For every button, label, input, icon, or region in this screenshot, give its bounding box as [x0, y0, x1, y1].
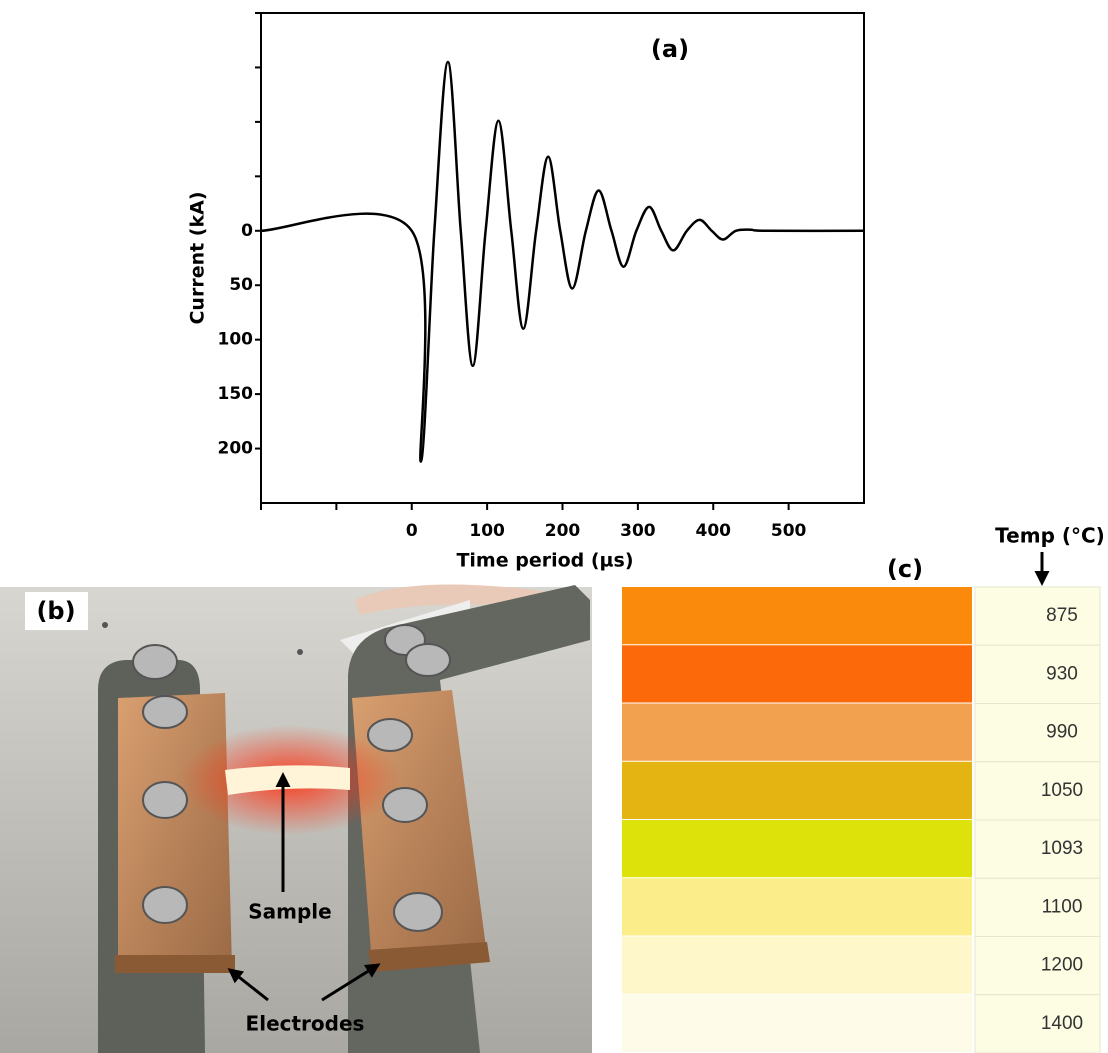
- temperature: 1050: [1041, 780, 1083, 801]
- electrode-base: [115, 955, 235, 973]
- temperature: 1400: [1041, 1013, 1083, 1034]
- x-tick-label: 400: [696, 521, 732, 541]
- value-cell: [974, 586, 1101, 646]
- panel-label: (a): [651, 35, 689, 63]
- screw: [102, 622, 108, 628]
- value-cell: [974, 703, 1101, 763]
- value-cell: [974, 994, 1101, 1053]
- color-swatch: [622, 820, 972, 878]
- label-box: [25, 592, 88, 630]
- left-electrode: [118, 693, 232, 972]
- electrode-base: [368, 942, 490, 972]
- color-swatch: [622, 761, 972, 819]
- temperature: 1093: [1041, 838, 1083, 859]
- color-swatch: [622, 936, 972, 994]
- x-axis-label: Time period (µs): [456, 550, 633, 572]
- annotation: Electrodes: [246, 1012, 365, 1036]
- x-tick-label: 200: [545, 521, 581, 541]
- panel-c: (c) Temp (°C) 875 930 990 1050 1093 1100 1200 1…: [622, 524, 1105, 1053]
- y-axis-label: Current (kA): [187, 191, 209, 324]
- panel-a: (a) Current (kA) Time period (µs) 0 50 100…: [187, 12, 865, 572]
- value-cell: [974, 761, 1101, 821]
- temperature: 930: [1046, 663, 1078, 684]
- temperature: 1100: [1042, 896, 1083, 917]
- arrow: [227, 968, 269, 1002]
- annotation: Sample: [248, 900, 331, 924]
- plot-frame: [260, 12, 865, 504]
- x-tick-label: 0: [406, 521, 418, 541]
- arrow: [321, 963, 381, 1002]
- value-cell: [974, 819, 1101, 879]
- y-tick-label: 150: [218, 384, 254, 404]
- panel-label: (c): [887, 555, 923, 583]
- temperature: 875: [1046, 605, 1078, 626]
- column-header: Temp (°C): [995, 524, 1105, 548]
- current-line: [260, 60, 865, 463]
- panel-b: (b) Sample Electrodes: [0, 584, 592, 1053]
- cable: [355, 584, 590, 615]
- panel-label: (b): [36, 597, 75, 625]
- bolts: [132, 624, 451, 932]
- color-swatch: [622, 994, 972, 1052]
- color-swatch: [622, 878, 972, 936]
- temperature: 990: [1046, 722, 1078, 743]
- x-tick-label: 100: [469, 521, 505, 541]
- color-swatch: [622, 587, 972, 645]
- y-tick-label: 100: [218, 330, 254, 350]
- y-tick-label: 0: [241, 221, 253, 241]
- x-tick-label: 300: [620, 521, 656, 541]
- color-swatch: [622, 703, 972, 761]
- value-cell: [974, 936, 1101, 996]
- y-tick-label: 200: [218, 439, 254, 459]
- temperature: 1200: [1041, 955, 1083, 976]
- y-tick-label: 50: [229, 275, 253, 295]
- x-tick-label: 500: [771, 521, 807, 541]
- screw: [297, 649, 303, 655]
- value-cell: [974, 644, 1101, 704]
- color-swatch: [622, 645, 972, 703]
- value-cell: [974, 877, 1101, 937]
